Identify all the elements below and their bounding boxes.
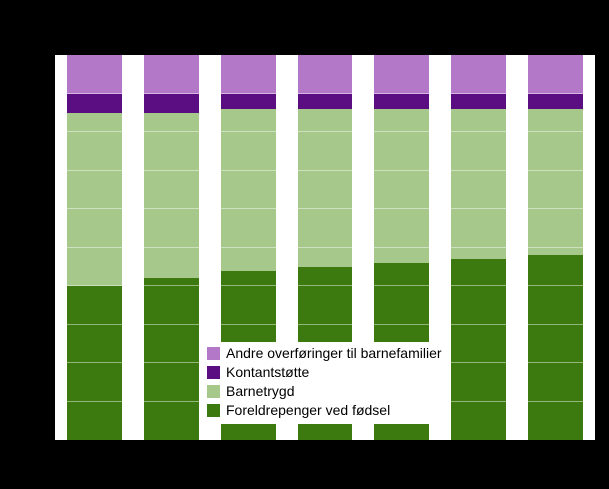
bar-segment: [374, 93, 430, 109]
legend-label-kontantstotte: Kontantstøtte: [226, 364, 310, 380]
legend-item: Kontantstøtte: [207, 363, 442, 382]
bar-segment: [143, 55, 199, 94]
legend-swatch-andre: [207, 347, 220, 360]
bar-segment: [67, 112, 122, 286]
legend-swatch-kontantstotte: [207, 366, 220, 379]
legend-swatch-foreldrepenger: [207, 404, 220, 417]
legend-swatch-barnetrygd: [207, 385, 220, 398]
legend-item: Barnetrygd: [207, 382, 442, 401]
bar-segment: [528, 55, 584, 94]
bar-segment: [220, 108, 276, 271]
bar-segment: [297, 108, 353, 267]
bar-segment: [451, 55, 507, 94]
plot-area: Andre overføringer til barnefamilier Kon…: [55, 55, 595, 440]
bar-segment: [143, 93, 199, 113]
legend-label-barnetrygd: Barnetrygd: [226, 383, 295, 399]
bar-segment: [67, 55, 122, 94]
legend: Andre overføringer til barnefamilier Kon…: [203, 342, 448, 424]
stacked-bar: [67, 55, 122, 440]
bar-segment: [451, 93, 507, 109]
bar-segment: [297, 55, 353, 94]
stacked-bar: [451, 55, 507, 440]
bar-segment: [528, 108, 584, 256]
bar-segment: [297, 93, 353, 109]
bar-segment: [374, 55, 430, 94]
bar-segment: [143, 112, 199, 279]
legend-label-foreldrepenger: Foreldrepenger ved fødsel: [226, 402, 391, 418]
bar-segment: [528, 93, 584, 109]
bar-segment: [220, 93, 276, 109]
bar-segment: [528, 255, 584, 440]
bar-segment: [67, 286, 122, 440]
legend-item: Andre overføringer til barnefamilier: [207, 344, 442, 363]
bar-segment: [143, 278, 199, 440]
legend-label-andre: Andre overføringer til barnefamilier: [226, 345, 442, 361]
stacked-bar: [143, 55, 199, 440]
bar-segment: [67, 93, 122, 113]
bar-segment: [374, 108, 430, 263]
stacked-bar: [528, 55, 584, 440]
bar-segment: [451, 108, 507, 260]
legend-item: Foreldrepenger ved fødsel: [207, 401, 442, 420]
bar-segment: [451, 259, 507, 440]
bar-segment: [220, 55, 276, 94]
